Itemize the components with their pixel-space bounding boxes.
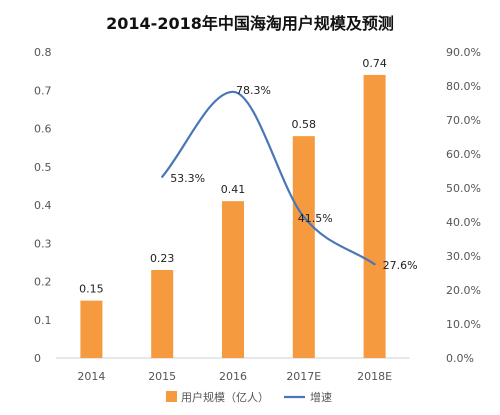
y-right-tick-label: 60.0%: [446, 148, 481, 161]
bar-data-label: 0.15: [79, 283, 104, 296]
line-data-label: 41.5%: [298, 212, 333, 225]
legend-bar-label: 用户规模（亿人）: [181, 390, 269, 404]
y-left-tick-label: 0.5: [34, 161, 52, 174]
y-left-tick-label: 0.8: [34, 46, 52, 59]
plot-area: 0 0.1 0.2 0.3 0.4 0.5 0.6 0.7 0.8 0.0% 10.0% 20.0% 3…: [34, 46, 481, 383]
line-data-label: 78.3%: [236, 84, 271, 97]
y-right-tick-label: 50.0%: [446, 182, 481, 195]
y-right-tick-label: 80.0%: [446, 80, 481, 93]
y-left-tick-label: 0.6: [34, 123, 52, 136]
chart-title: 2014-2018年中国海淘用户规模及预测: [106, 14, 394, 33]
legend-line-label: 增速: [310, 390, 332, 404]
y-left-tick-label: 0.7: [34, 84, 52, 97]
line-data-label: 27.6%: [383, 259, 418, 272]
bar: [292, 136, 315, 358]
x-tick-label: 2017E: [286, 370, 321, 383]
y-left-tick-label: 0.1: [34, 314, 52, 327]
y-right-tick-label: 20.0%: [446, 284, 481, 297]
legend: 用户规模（亿人） 增速: [166, 390, 332, 404]
bar-data-label: 0.23: [150, 252, 175, 265]
y-left-tick-label: 0.2: [34, 276, 52, 289]
bar: [222, 201, 244, 358]
y-left-tick-label: 0.3: [34, 237, 52, 250]
legend-bar-swatch: [166, 391, 177, 402]
y-right-tick-label: 10.0%: [446, 318, 481, 331]
x-tick-label: 2018E: [357, 370, 392, 383]
growth-line: [161, 90, 376, 266]
y-right-tick-label: 30.0%: [446, 250, 481, 263]
x-tick-label: 2016: [219, 370, 247, 383]
y-right-tick-label: 0.0%: [446, 352, 474, 365]
x-tick-label: 2015: [148, 370, 176, 383]
line-data-label: 53.3%: [170, 172, 205, 185]
x-tick-label: 2014: [77, 370, 105, 383]
bar-data-label: 0.41: [221, 183, 246, 196]
bar-data-label: 0.74: [362, 57, 387, 70]
y-left-tick-label: 0: [34, 352, 41, 365]
bar-data-label: 0.58: [292, 118, 317, 131]
bar: [363, 74, 386, 358]
bar: [80, 300, 103, 358]
y-right-tick-label: 40.0%: [446, 216, 481, 229]
y-right-tick-label: 70.0%: [446, 114, 481, 127]
bar: [151, 270, 174, 358]
y-left-tick-label: 0.4: [34, 199, 52, 212]
y-right-tick-label: 90.0%: [446, 46, 481, 59]
